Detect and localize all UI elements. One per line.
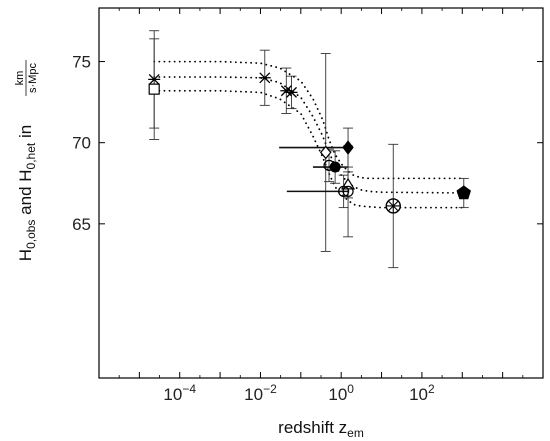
y-label-h-het-sub: 0,het (24, 142, 38, 169)
model-curve-center (153, 76, 465, 194)
model-curve-lower (153, 89, 465, 209)
x-tick-label: 102 (409, 382, 435, 404)
y-label-unit-denominator: s·Mpc (27, 63, 39, 93)
y-tick-label: 65 (72, 215, 91, 234)
x-tick-label: 10−4 (163, 382, 196, 404)
error-bars (149, 30, 469, 269)
marker-square-0 (148, 83, 160, 95)
x-tick-exponent: −4 (182, 382, 196, 396)
data-markers (148, 72, 471, 214)
y-label-h-het: H (16, 169, 35, 181)
x-tick-exponent: 0 (347, 382, 354, 396)
marker-diamond-filled-8 (342, 140, 354, 155)
marker-circle-open-11 (342, 185, 354, 197)
marker-star-1 (148, 73, 161, 85)
marker-pentagon-13 (456, 185, 471, 200)
marker-circle-filled-7 (329, 161, 341, 173)
x-tick-label: 10−2 (244, 382, 277, 404)
y-label-h-obs-sub: 0,obs (24, 220, 38, 249)
marker-star-2 (258, 72, 271, 84)
y-label-and: and (16, 182, 35, 220)
x-tick-label: 100 (328, 382, 354, 404)
plot-frame (98, 7, 544, 379)
y-label-h-obs: H (16, 249, 35, 261)
x-tick-exponent: −2 (263, 382, 277, 396)
x-axis-ticks: 10−4 10−2 100 102 (98, 8, 544, 404)
y-label-unit: km s·Mpc (14, 60, 39, 96)
x-axis-label: redshift zem (278, 418, 364, 440)
y-label-unit-numerator: km (14, 71, 26, 86)
model-curve-upper (153, 60, 465, 180)
y-axis-label-text: H0,obs and H0,het in (16, 125, 38, 261)
y-tick-label: 70 (72, 134, 91, 153)
error-bar-8 (279, 127, 354, 168)
model-curves (153, 60, 465, 209)
marker-circle-open-10 (338, 185, 350, 197)
x-tick-base: 10 (163, 385, 182, 404)
y-axis-ticks: 65 70 75 (72, 53, 543, 234)
marker-diamond-5 (319, 145, 332, 160)
marker-cross (386, 198, 401, 213)
x-axis-label-sub: em (347, 426, 364, 440)
marker-circle-cross-12 (385, 198, 401, 214)
x-tick-exponent: 2 (428, 382, 435, 396)
y-axis-label: H0,obs and H0,het in km s·Mpc (14, 60, 39, 261)
marker-star-4 (285, 86, 298, 98)
x-tick-base: 10 (409, 385, 428, 404)
x-tick-base: 10 (328, 385, 347, 404)
x-tick-base: 10 (244, 385, 263, 404)
y-label-in: in (16, 125, 35, 143)
x-axis-label-main: redshift z (278, 418, 347, 437)
y-tick-label: 75 (72, 53, 91, 72)
